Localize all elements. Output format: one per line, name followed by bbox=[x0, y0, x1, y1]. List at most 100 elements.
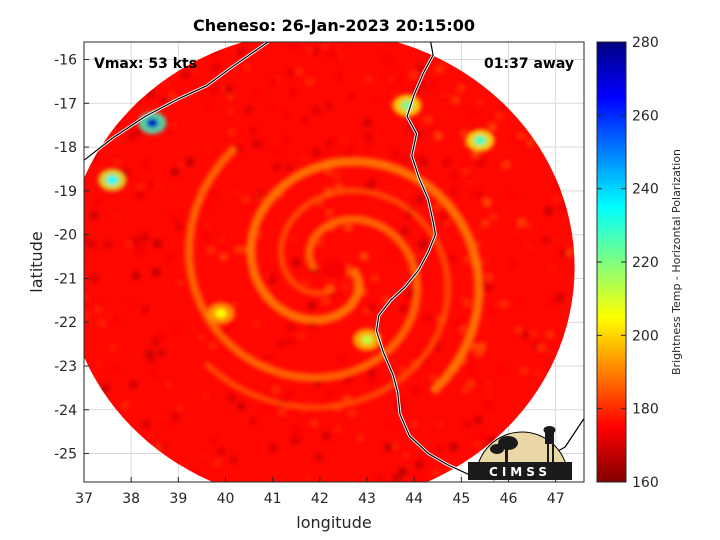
swath-cell bbox=[274, 147, 283, 156]
x-tick-label: 45 bbox=[452, 491, 470, 507]
swath-cell bbox=[460, 129, 469, 138]
x-tick-label: 41 bbox=[264, 491, 282, 507]
swath-cell bbox=[344, 223, 353, 232]
swath-cell bbox=[415, 195, 424, 204]
storm-eye bbox=[322, 259, 346, 280]
swath-cell bbox=[340, 136, 349, 145]
swath-cell bbox=[136, 182, 145, 191]
swath-cell bbox=[399, 304, 408, 313]
swath-cell bbox=[382, 295, 391, 304]
swath-cell bbox=[476, 432, 485, 441]
swath-cell bbox=[164, 126, 173, 135]
chart-title: Cheneso: 26-Jan-2023 20:15:00 bbox=[193, 16, 475, 35]
swath-cell bbox=[168, 92, 177, 101]
swath-cell bbox=[398, 467, 407, 476]
swath-cell bbox=[418, 239, 427, 248]
colorbar-tick-label: 240 bbox=[632, 182, 659, 198]
spiral-band bbox=[246, 156, 484, 395]
swath-cell bbox=[315, 198, 324, 207]
swath-cell bbox=[203, 222, 212, 231]
swath-cell bbox=[174, 222, 183, 231]
swath-cell bbox=[292, 425, 301, 434]
swath-cell bbox=[315, 238, 324, 247]
x-axis-label: longitude bbox=[296, 513, 371, 532]
swath-cell bbox=[399, 155, 408, 164]
swath-cell bbox=[524, 242, 533, 251]
swath-cell bbox=[282, 111, 291, 120]
y-tick-label: -19 bbox=[54, 184, 77, 200]
swath-cell bbox=[205, 144, 214, 153]
swath-cell bbox=[310, 418, 319, 427]
swath-cell bbox=[522, 220, 531, 229]
swath-cell bbox=[269, 103, 278, 112]
swath-cell bbox=[484, 390, 493, 399]
swath-cell bbox=[502, 160, 511, 169]
swath-cell bbox=[473, 239, 482, 248]
swath-cell bbox=[87, 240, 96, 249]
x-tick-label: 38 bbox=[122, 491, 140, 507]
swath-cell bbox=[356, 434, 365, 443]
swath-cell bbox=[517, 218, 526, 227]
swath-cell bbox=[370, 274, 379, 283]
swath-cell bbox=[481, 219, 490, 228]
swath-cell bbox=[520, 366, 529, 375]
swath-cell bbox=[423, 115, 432, 124]
swath-cell bbox=[442, 158, 451, 167]
swath-cell bbox=[475, 349, 484, 358]
swath-cell bbox=[84, 316, 92, 325]
swath-cell bbox=[149, 368, 158, 377]
swath-cell bbox=[127, 297, 136, 306]
swath-cell bbox=[312, 148, 321, 157]
swath-cell bbox=[376, 474, 385, 482]
swath-cell bbox=[384, 184, 393, 193]
swath-cell bbox=[516, 296, 525, 305]
x-tick-label: 42 bbox=[311, 491, 329, 507]
swath-cell bbox=[147, 356, 156, 365]
colorbar-tick-label: 200 bbox=[632, 328, 659, 344]
spiral-band bbox=[203, 187, 451, 411]
swath-cell bbox=[124, 172, 133, 181]
swath-cell bbox=[152, 268, 161, 277]
swath-cell bbox=[268, 443, 277, 452]
swath-cell bbox=[343, 269, 352, 278]
swath-cell bbox=[156, 332, 165, 341]
swath-cell bbox=[186, 157, 195, 166]
y-tick-label: -25 bbox=[54, 447, 77, 463]
swath-cell bbox=[337, 53, 346, 62]
x-tick-label: 39 bbox=[169, 491, 187, 507]
warm-spot bbox=[361, 334, 374, 345]
swath-cell bbox=[473, 440, 482, 449]
swath-cell bbox=[308, 301, 317, 310]
swath-cell bbox=[334, 43, 343, 52]
swath-cell bbox=[332, 171, 341, 180]
time-offset-annotation: 01:37 away bbox=[484, 56, 574, 72]
swath-cell bbox=[532, 341, 541, 350]
y-tick-label: -22 bbox=[54, 315, 77, 331]
swath-cell bbox=[441, 90, 450, 99]
swath-cell bbox=[111, 315, 120, 324]
swath-cell bbox=[449, 172, 458, 181]
swath-cell bbox=[333, 425, 342, 434]
swath-cell bbox=[226, 347, 235, 356]
swath-cell bbox=[165, 381, 174, 390]
swath-cell bbox=[464, 179, 473, 188]
swath-cell bbox=[144, 181, 153, 190]
colorbar-tick-label: 280 bbox=[632, 35, 659, 51]
swath-cell bbox=[416, 64, 425, 73]
swath-cell bbox=[289, 236, 298, 245]
swath-cell bbox=[343, 376, 352, 385]
swath-cell bbox=[409, 70, 418, 79]
swath-cell bbox=[440, 60, 449, 69]
swath-cell bbox=[255, 230, 264, 239]
swath-cell bbox=[558, 249, 567, 258]
swath-cell bbox=[299, 154, 308, 163]
swath-cell bbox=[286, 337, 295, 346]
swath-cell bbox=[121, 167, 130, 176]
swath-cell bbox=[419, 158, 428, 167]
swath-cell bbox=[410, 420, 419, 429]
swath-cell bbox=[209, 341, 218, 350]
swath-cell bbox=[466, 362, 475, 371]
x-tick-label: 40 bbox=[217, 491, 235, 507]
swath-cell bbox=[327, 50, 336, 59]
swath-cell bbox=[390, 90, 399, 99]
